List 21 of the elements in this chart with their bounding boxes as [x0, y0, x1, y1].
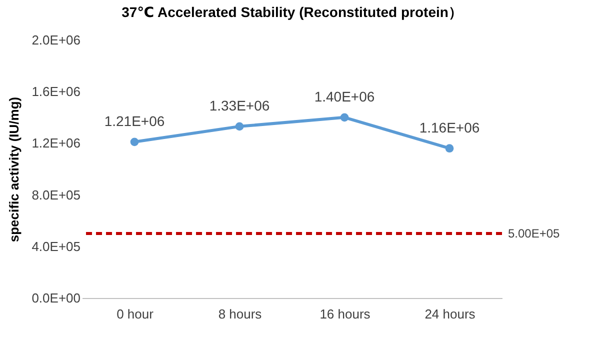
x-tick-label: 24 hours: [424, 306, 476, 322]
data-label: 1.40E+06: [314, 88, 375, 104]
ref-line-label: 5.00E+05: [508, 226, 560, 240]
x-tick-label: 16 hours: [320, 306, 371, 322]
x-tick-label: 8 hours: [218, 306, 262, 322]
y-tick-label: 4.0E+05: [32, 238, 80, 254]
x-tick-label: 0 hour: [116, 306, 154, 322]
y-tick-label: 0.0E+00: [32, 290, 80, 306]
point: [235, 122, 244, 131]
y-tick-label: 8.0E+05: [32, 187, 80, 202]
y-tick-label: 1.6E+06: [32, 84, 80, 100]
data-label: 1.21E+06: [104, 112, 165, 129]
point: [130, 138, 139, 146]
y-tick-label: 1.2E+06: [32, 136, 80, 151]
point: [445, 144, 454, 153]
chart-title: 37℃ Accelerated Stability (Reconstituted protein）: [122, 4, 462, 20]
data-label: 1.33E+06: [209, 97, 270, 114]
y-tick-label: 2.0E+06: [32, 32, 80, 48]
point: [340, 113, 349, 122]
y-axis-title: specific activity (IU/mg): [6, 96, 22, 242]
data-label: 1.16E+06: [419, 119, 480, 136]
